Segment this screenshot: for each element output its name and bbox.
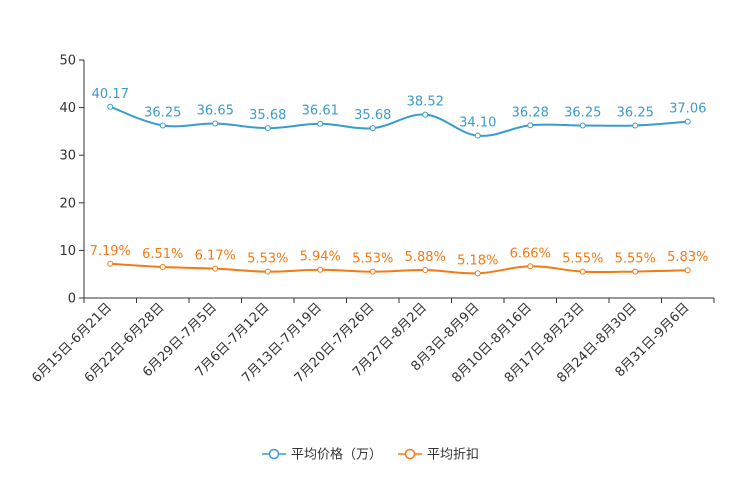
data-point[interactable]: [369, 268, 376, 275]
data-label: 6.66%: [510, 246, 551, 261]
data-label: 36.25: [564, 105, 601, 120]
data-point[interactable]: [632, 268, 639, 275]
data-label: 5.53%: [247, 252, 288, 267]
data-label: 38.52: [407, 95, 444, 110]
y-tick-label: 0: [68, 292, 76, 307]
y-tick-label: 10: [59, 244, 76, 259]
legend-label: 平均价格（万）: [291, 447, 382, 463]
data-label: 6.17%: [195, 249, 236, 264]
data-label: 36.25: [617, 105, 654, 120]
series-layer: 40.17 36.25 36.65 35.68 36.61 35.68 38.52 34.10…: [90, 87, 708, 277]
data-label: 5.83%: [667, 250, 708, 265]
axes: 010203040506月15日-6月21日6月22日-6月28日6月29日-7…: [29, 54, 715, 386]
legend-marker-icon: [404, 448, 416, 460]
data-point[interactable]: [422, 111, 429, 118]
data-point[interactable]: [264, 125, 271, 132]
data-label: 6.51%: [142, 247, 183, 262]
data-point[interactable]: [684, 118, 691, 125]
data-point[interactable]: [527, 263, 534, 270]
data-label: 40.17: [92, 87, 129, 102]
legend-label: 平均折扣: [427, 448, 479, 463]
data-label: 5.88%: [405, 250, 446, 265]
data-label: 35.68: [354, 108, 391, 123]
data-point[interactable]: [159, 264, 166, 271]
data-point[interactable]: [107, 260, 114, 267]
data-label: 5.18%: [457, 253, 498, 268]
data-point[interactable]: [474, 132, 481, 139]
data-point[interactable]: [684, 267, 691, 274]
data-point[interactable]: [317, 120, 324, 127]
data-point[interactable]: [212, 265, 219, 272]
data-point[interactable]: [317, 266, 324, 273]
data-label: 5.53%: [352, 252, 393, 267]
data-label: 5.94%: [300, 250, 341, 265]
data-point[interactable]: [264, 268, 271, 275]
series-avg-price: 40.17 36.25 36.65 35.68 36.61 35.68 38.52 34.10…: [92, 87, 706, 139]
data-point[interactable]: [579, 122, 586, 129]
data-point[interactable]: [212, 120, 219, 127]
series-avg-discount: 7.19% 6.51% 6.17% 5.53% 5.94% 5.53% 5.88% 5.18%…: [90, 244, 708, 277]
data-point[interactable]: [369, 125, 376, 132]
series-line: [109, 105, 688, 137]
data-label: 35.68: [249, 108, 286, 123]
data-point[interactable]: [422, 267, 429, 274]
data-point[interactable]: [632, 122, 639, 129]
legend-marker-icon: [268, 448, 280, 460]
data-label: 36.25: [144, 105, 181, 120]
data-point[interactable]: [159, 122, 166, 129]
data-label: 37.06: [669, 102, 706, 117]
y-tick-label: 30: [59, 149, 76, 164]
data-point[interactable]: [527, 122, 534, 129]
data-point[interactable]: [107, 103, 114, 110]
y-tick-label: 20: [59, 196, 76, 211]
legend-item-avg-price[interactable]: 平均价格（万）: [262, 447, 382, 463]
data-label: 5.55%: [615, 252, 656, 267]
y-tick-label: 50: [59, 54, 76, 69]
data-label: 36.28: [512, 105, 549, 120]
data-label: 36.65: [197, 104, 234, 119]
data-point[interactable]: [474, 270, 481, 277]
data-label: 7.19%: [90, 244, 131, 259]
data-label: 34.10: [459, 116, 496, 131]
data-label: 5.55%: [562, 252, 603, 267]
legend-item-avg-discount[interactable]: 平均折扣: [398, 448, 479, 463]
series-line: [110, 262, 688, 275]
data-point[interactable]: [579, 268, 586, 275]
legend[interactable]: 平均价格（万） 平均折扣: [262, 447, 479, 463]
data-label: 36.61: [302, 104, 339, 119]
y-tick-label: 40: [59, 101, 76, 116]
